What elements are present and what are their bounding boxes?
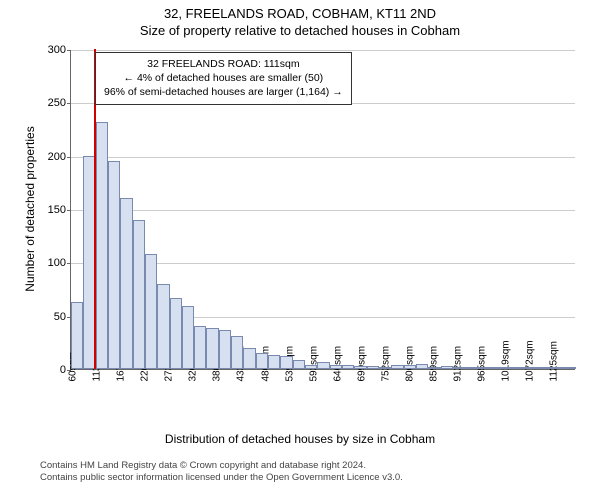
histogram-bar bbox=[502, 367, 514, 369]
ytick-label: 150 bbox=[40, 204, 66, 216]
histogram-bar bbox=[206, 328, 218, 369]
histogram-bar bbox=[465, 367, 477, 369]
histogram-bar bbox=[243, 348, 255, 369]
histogram-bar bbox=[416, 364, 428, 369]
histogram-bar bbox=[527, 367, 539, 369]
gridline bbox=[71, 157, 575, 158]
histogram-bar bbox=[268, 355, 280, 369]
ytick-label: 250 bbox=[40, 97, 66, 109]
histogram-bar bbox=[182, 306, 194, 369]
histogram-bar bbox=[342, 365, 354, 369]
histogram-bar bbox=[305, 365, 317, 369]
histogram-bar bbox=[441, 366, 453, 369]
histogram-bar bbox=[108, 161, 120, 369]
y-axis-label: Number of detached properties bbox=[23, 119, 37, 299]
histogram-bar bbox=[404, 365, 416, 369]
ytick-label: 50 bbox=[40, 311, 66, 323]
footer-line-1: Contains HM Land Registry data © Crown c… bbox=[40, 460, 403, 472]
info-line-2: ← 4% of detached houses are smaller (50) bbox=[104, 71, 343, 85]
histogram-bar bbox=[120, 198, 132, 369]
ytick-label: 100 bbox=[40, 257, 66, 269]
info-line-3: 96% of semi-detached houses are larger (… bbox=[104, 85, 343, 99]
ytick-label: 300 bbox=[40, 44, 66, 56]
histogram-bar bbox=[219, 330, 231, 369]
info-box: 32 FREELANDS ROAD: 111sqm ← 4% of detach… bbox=[95, 52, 352, 105]
histogram-bar bbox=[256, 353, 268, 369]
histogram-bar bbox=[564, 367, 576, 369]
histogram-bar bbox=[330, 365, 342, 369]
histogram-bar bbox=[379, 367, 391, 369]
histogram-bar bbox=[428, 367, 440, 369]
gridline bbox=[71, 210, 575, 211]
histogram-bar bbox=[367, 366, 379, 369]
histogram-bar bbox=[490, 367, 502, 369]
histogram-bar bbox=[194, 326, 206, 369]
histogram-bar bbox=[539, 367, 551, 369]
histogram-bar bbox=[170, 298, 182, 369]
histogram-bar bbox=[96, 122, 108, 369]
chart-title-sub: Size of property relative to detached ho… bbox=[0, 21, 600, 38]
histogram-bar bbox=[231, 336, 243, 369]
histogram-bar bbox=[157, 284, 169, 369]
histogram-bar bbox=[71, 302, 83, 369]
footer-attribution: Contains HM Land Registry data © Crown c… bbox=[40, 460, 403, 485]
ytick-label: 200 bbox=[40, 151, 66, 163]
chart-title-main: 32, FREELANDS ROAD, COBHAM, KT11 2ND bbox=[0, 0, 600, 21]
histogram-bar bbox=[280, 356, 292, 369]
histogram-bar bbox=[145, 254, 157, 369]
x-axis-label: Distribution of detached houses by size … bbox=[0, 432, 600, 446]
ytick-label: 0 bbox=[40, 364, 66, 376]
histogram-bar bbox=[514, 367, 526, 369]
footer-line-2: Contains public sector information licen… bbox=[40, 472, 403, 484]
histogram-bar bbox=[453, 367, 465, 369]
info-line-1: 32 FREELANDS ROAD: 111sqm bbox=[104, 57, 343, 71]
histogram-bar bbox=[391, 365, 403, 369]
gridline bbox=[71, 50, 575, 51]
histogram-bar bbox=[477, 367, 489, 369]
histogram-bar bbox=[317, 362, 329, 369]
histogram-bar bbox=[133, 220, 145, 369]
histogram-bar bbox=[551, 367, 563, 369]
histogram-bar bbox=[293, 360, 305, 369]
histogram-bar bbox=[354, 366, 366, 369]
